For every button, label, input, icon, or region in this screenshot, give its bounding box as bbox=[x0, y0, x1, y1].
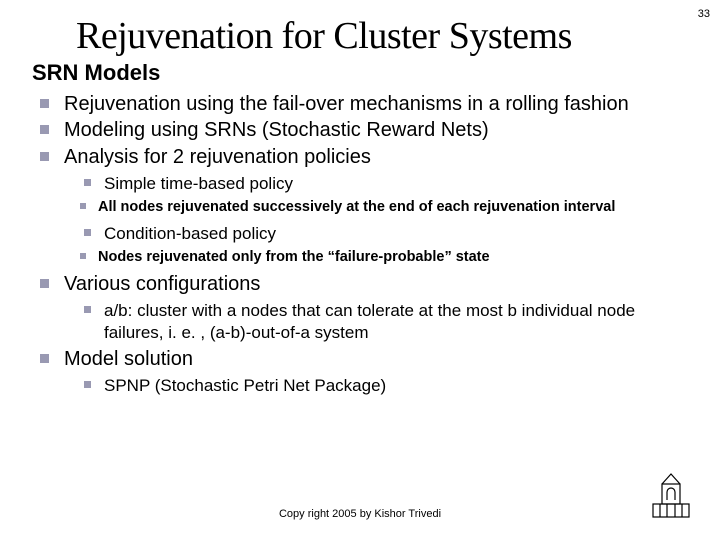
bullet-list-lvl1: Rejuvenation using the fail-over mechani… bbox=[34, 92, 694, 169]
bullet-lvl1: Modeling using SRNs (Stochastic Reward N… bbox=[34, 118, 694, 142]
bullet-list-lvl2: SPNP (Stochastic Petri Net Package) bbox=[80, 375, 694, 396]
duke-logo-icon bbox=[652, 470, 690, 518]
bullet-lvl2: Condition-based policy bbox=[80, 223, 694, 244]
bullet-list-lvl2: a/b: cluster with a nodes that can toler… bbox=[80, 300, 694, 343]
slide-title: Rejuvenation for Cluster Systems bbox=[76, 14, 694, 58]
bullet-lvl1: Analysis for 2 rejuvenation policies bbox=[34, 145, 694, 169]
bullet-lvl1: Rejuvenation using the fail-over mechani… bbox=[34, 92, 694, 116]
copyright-text: Copy right 2005 by Kishor Trivedi bbox=[0, 508, 720, 520]
bullet-list-lvl3: All nodes rejuvenated successively at th… bbox=[76, 198, 694, 216]
bullet-list-lvl2: Simple time-based policy bbox=[80, 173, 694, 194]
bullet-list-lvl2: Condition-based policy bbox=[80, 223, 694, 244]
bullet-lvl1: Model solution bbox=[34, 347, 694, 371]
bullet-list-lvl1: Model solution bbox=[34, 347, 694, 371]
slide-subtitle: SRN Models bbox=[32, 60, 694, 86]
bullet-lvl2: a/b: cluster with a nodes that can toler… bbox=[80, 300, 694, 343]
bullet-list-lvl1: Various configurations bbox=[34, 272, 694, 296]
page-number: 33 bbox=[698, 8, 710, 20]
bullet-lvl2: SPNP (Stochastic Petri Net Package) bbox=[80, 375, 694, 396]
bullet-lvl2: Simple time-based policy bbox=[80, 173, 694, 194]
bullet-list-lvl3: Nodes rejuvenated only from the “failure… bbox=[76, 248, 694, 266]
bullet-lvl3: All nodes rejuvenated successively at th… bbox=[76, 198, 694, 216]
slide: 33 Rejuvenation for Cluster Systems SRN … bbox=[0, 0, 720, 540]
bullet-lvl3: Nodes rejuvenated only from the “failure… bbox=[76, 248, 694, 266]
bullet-lvl1: Various configurations bbox=[34, 272, 694, 296]
